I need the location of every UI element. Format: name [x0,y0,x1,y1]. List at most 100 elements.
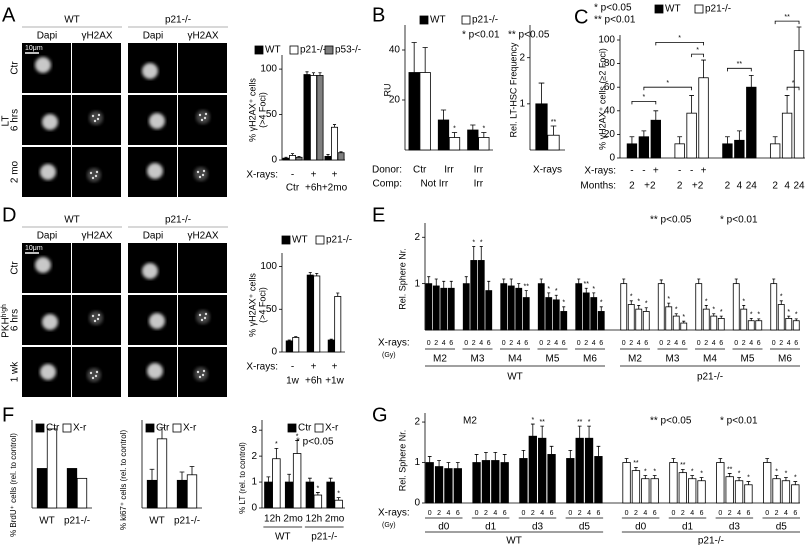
legend-label: X-r [73,423,87,434]
error-bar [577,425,582,439]
focus [94,174,98,178]
bar [313,494,323,509]
error-bar [624,458,629,463]
y-tick-label: 60 [604,82,616,93]
foci-nucleus [89,111,103,125]
bar [545,297,553,331]
bracket [691,53,704,58]
dose-label: 2 [667,340,671,347]
group-label: M6 [583,354,597,365]
bar [627,304,635,331]
y-axis-label: RU [382,84,392,97]
error-bar [470,124,476,130]
legend-label: Ctr [298,423,312,434]
dose-label: 6 [503,510,507,517]
y-tick-label: 50 [266,109,278,120]
scale-label: 10μm [25,245,43,252]
bar [66,468,78,509]
x-tick-label: Ctr [413,165,427,176]
bar [702,308,710,331]
bar [597,311,605,331]
x-row-value: 24 [746,181,758,192]
x-row-label: Donor: [372,165,402,176]
bar [781,480,791,504]
micrograph [72,43,121,93]
bar [491,460,500,504]
genotype-label: p21-/- [698,536,724,545]
focus [89,371,93,375]
bar [650,478,659,504]
bar [316,75,324,161]
dose-label: 0 [464,340,468,347]
sample-label: LT [1,116,12,127]
column-header: p21-/- [165,215,191,226]
dose-label: 4 [784,510,788,517]
panel-letter: E [372,204,385,226]
error-bar [793,481,798,485]
error-bar [455,462,460,469]
bar [285,340,293,353]
error-bar [547,292,551,298]
bar [695,283,703,331]
group-label: M4 [508,354,522,365]
legend-label: Ctr [156,423,170,434]
error-bar [680,469,685,473]
panel-letter: C [574,6,588,28]
group-label: M2 [628,354,642,365]
x-row-value: - [291,170,294,181]
foci-nucleus [194,367,208,381]
y-tick-label: 50 [266,304,278,315]
focus [94,374,98,378]
note: * p<0.01 [720,416,758,427]
significance: * [637,298,640,305]
row-label: 6 hrs [10,309,21,331]
significance: ** [551,119,557,126]
legend-swatch [62,423,72,433]
x-tick-label: Irr [444,165,454,176]
x-row-value: 4 [784,181,790,192]
dose-label: 4 [587,510,591,517]
significance: * [653,468,656,475]
nucleus [42,314,58,330]
y-tick-label: 0 [271,155,277,166]
group-label: d3 [532,522,544,533]
note: * p<0.05 [296,437,334,448]
bar [292,337,300,353]
y-tick-label: 1 [519,98,525,109]
x-row-value: + [701,166,707,177]
x-row-value: - [291,362,294,373]
nucleus [40,164,56,180]
x-row-label: X-rays: [378,508,410,519]
row-label: 1 wk [10,361,21,383]
bar [552,299,560,331]
error-bar [637,305,641,310]
error-bar [622,278,626,284]
bar [590,297,598,331]
focus [93,119,97,123]
dose-label: 4 [517,340,521,347]
error-bar [667,302,671,307]
dose-label: 2 [578,510,582,517]
error-bar [653,110,659,121]
legend-swatch [654,4,664,14]
bar [264,481,273,509]
bar [515,287,523,331]
dose-label: 0 [568,510,572,517]
bar [688,478,697,504]
error-bar [554,294,558,300]
row-label: 6 hrs [10,109,21,131]
bar [792,320,800,331]
panel-letter: A [2,4,16,26]
legend-swatch [172,423,182,433]
bar [791,484,800,504]
error-bar [757,318,761,321]
error-bar [437,460,441,467]
bar [769,143,781,159]
dose-label: 4 [643,510,647,517]
bar [582,292,590,331]
bar [305,481,315,509]
panel-letter: G [372,404,388,426]
focus [95,170,99,174]
focus [204,112,208,116]
